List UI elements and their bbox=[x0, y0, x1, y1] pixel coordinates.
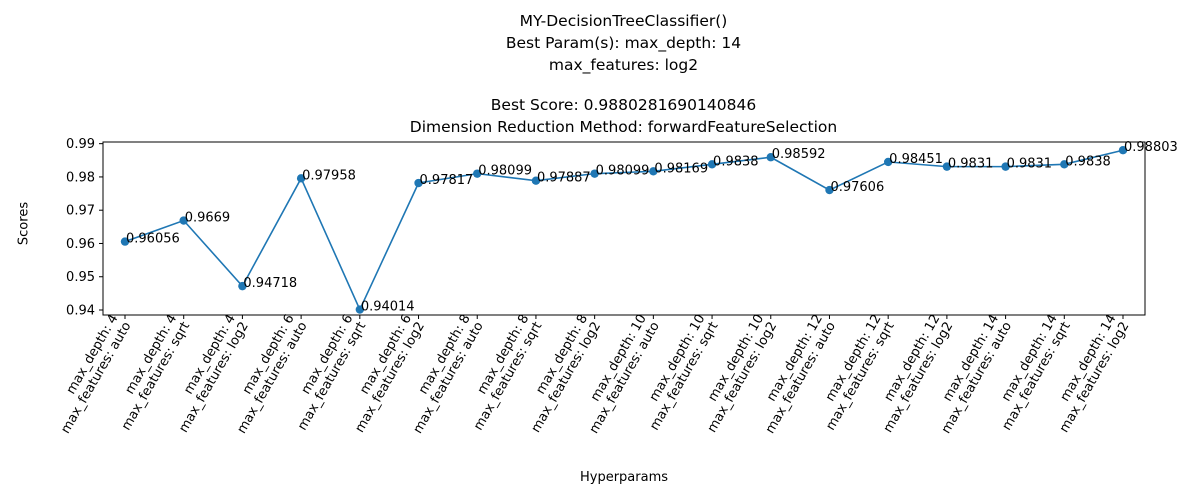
data-point bbox=[883, 157, 893, 167]
data-label: 0.98169 bbox=[654, 161, 708, 176]
data-point bbox=[531, 176, 541, 185]
data-point bbox=[649, 167, 658, 176]
x-tick-label: max_depth: 4max_features: auto bbox=[45, 312, 134, 436]
data-label: 0.94718 bbox=[243, 276, 297, 291]
data-label: 0.9669 bbox=[185, 211, 231, 226]
data-label: 0.97958 bbox=[302, 168, 356, 183]
data-label: 0.9838 bbox=[713, 154, 759, 169]
chart-subtitle-line-4: Best Score: 0.9880281690140846 bbox=[490, 96, 757, 114]
data-label: 0.98099 bbox=[478, 164, 532, 179]
data-point bbox=[414, 178, 423, 188]
data-point bbox=[590, 169, 599, 178]
data-point bbox=[179, 216, 188, 225]
plot-area: 0.94 0.95 0.96 0.97 0.98 0.99 max_depth: 4max_… bbox=[45, 137, 1178, 436]
data-point bbox=[1118, 146, 1128, 155]
y-tick-label: 0.99 bbox=[66, 137, 95, 152]
data-label: 0.98451 bbox=[889, 152, 943, 167]
y-tick-label: 0.97 bbox=[66, 204, 95, 219]
y-axis-title: Scores bbox=[16, 201, 32, 246]
chart-subtitle-line-1: Best Param(s): max_depth: 14 bbox=[505, 34, 742, 52]
data-label: 0.9831 bbox=[1007, 157, 1053, 172]
x-axis-title: Hyperparams bbox=[579, 470, 669, 485]
data-label: 0.98803 bbox=[1124, 140, 1178, 155]
data-point bbox=[1060, 160, 1069, 169]
plot-frame bbox=[102, 141, 1146, 316]
chart-subtitle-line-2: max_features: log2 bbox=[548, 56, 699, 74]
data-point bbox=[296, 174, 306, 183]
data-point bbox=[766, 153, 775, 162]
chart-title: MY-DecisionTreeClassifier() bbox=[519, 12, 728, 30]
data-label: 0.98099 bbox=[596, 164, 650, 179]
data-label: 0.97887 bbox=[537, 171, 591, 186]
data-point bbox=[1001, 162, 1010, 171]
data-label: 0.97606 bbox=[830, 180, 884, 195]
data-label: 0.97817 bbox=[420, 173, 474, 188]
y-tick-label: 0.98 bbox=[66, 170, 95, 185]
data-label: 0.9831 bbox=[948, 157, 994, 172]
data-point bbox=[707, 160, 717, 169]
y-tick-label: 0.95 bbox=[66, 270, 95, 285]
data-point bbox=[825, 185, 834, 195]
data-point bbox=[355, 305, 365, 314]
y-tick-label: 0.94 bbox=[66, 304, 95, 319]
data-point bbox=[942, 162, 952, 171]
data-point bbox=[473, 169, 482, 178]
data-label: 0.94014 bbox=[361, 300, 415, 315]
chart-subtitle-line-5: Dimension Reduction Method: forwardFeatu… bbox=[409, 118, 838, 136]
y-tick-label: 0.96 bbox=[66, 237, 95, 252]
data-label: 0.96056 bbox=[126, 232, 180, 247]
data-point bbox=[238, 281, 247, 291]
data-point bbox=[120, 237, 130, 246]
data-label: 0.9838 bbox=[1065, 154, 1111, 169]
data-label: 0.98592 bbox=[772, 147, 826, 162]
series-line bbox=[124, 149, 1124, 312]
